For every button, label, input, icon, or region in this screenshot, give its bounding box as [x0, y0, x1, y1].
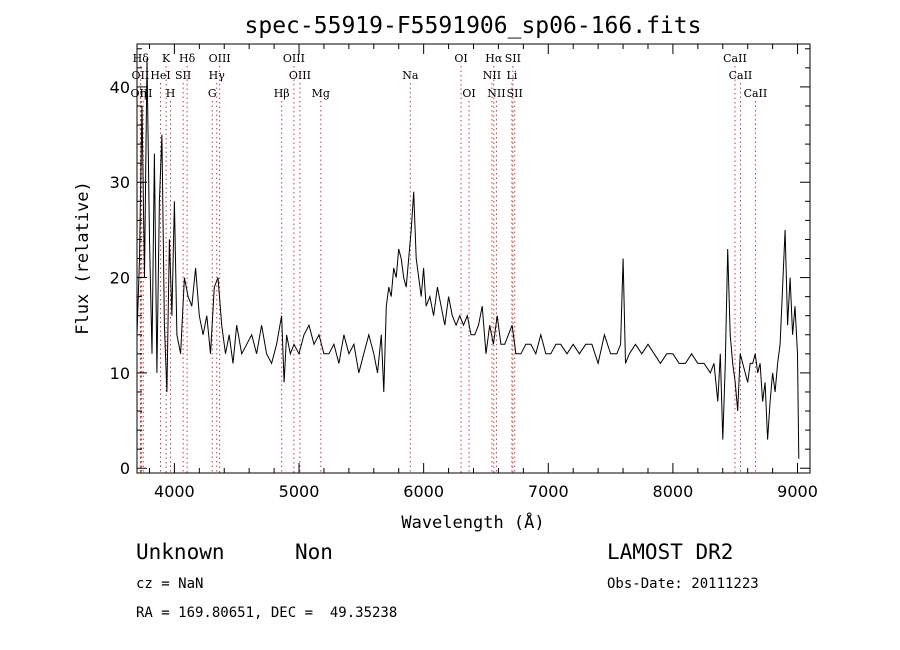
y-tick-label: 0	[120, 459, 130, 478]
x-tick-label: 6000	[403, 482, 444, 501]
x-tick-label: 7000	[528, 482, 569, 501]
line-marker-label: OI	[462, 87, 475, 100]
survey-name: LAMOST DR2	[607, 540, 734, 564]
line-marker-label: Li	[506, 69, 517, 82]
x-tick-label: 4000	[154, 482, 195, 501]
y-tick-label: 20	[110, 269, 130, 288]
line-marker-label: η	[140, 87, 147, 100]
y-tick-label: 40	[110, 78, 130, 97]
line-marker-label: G	[208, 87, 217, 100]
y-tick-label: 30	[110, 173, 130, 192]
line-marker-label: OIII	[289, 69, 311, 82]
line-marker-label: Hδ	[179, 52, 196, 65]
redshift-cz: cz = NaN	[136, 576, 204, 592]
line-marker-label: Na	[402, 69, 419, 82]
series-layer	[136, 58, 800, 459]
object-class: Unknown	[136, 540, 225, 564]
observation-date: Obs-Date: 20111223	[607, 576, 759, 592]
coordinates: RA = 169.80651, DEC = 49.35238	[136, 605, 398, 621]
x-tick-label: 8000	[653, 482, 694, 501]
line-marker-label: OIII	[209, 52, 231, 65]
line-marker-label: OII	[132, 69, 150, 82]
line-marker-label: SII	[507, 87, 523, 100]
line-marker-label: HeI	[150, 69, 170, 82]
object-subclass: Non	[295, 540, 333, 564]
x-axis-label: Wavelength (Å)	[401, 511, 544, 533]
line-marker-label: OIII	[283, 52, 305, 65]
line-marker-label: SII	[505, 52, 521, 65]
spectrum-series-line	[136, 58, 800, 459]
line-marker-label: NII	[487, 87, 505, 100]
plot-frame	[136, 43, 811, 474]
line-marker-label: NII	[483, 69, 501, 82]
line-marker-label: SII	[175, 69, 191, 82]
line-marker-label: Hγ	[209, 69, 226, 82]
line-marker-label: K	[162, 52, 171, 65]
line-marker-label: OI	[454, 52, 467, 65]
chart-title: spec-55919-F5591906_sp06-166.fits	[245, 13, 702, 39]
line-marker-label: Hα	[485, 52, 503, 65]
line-marker-label: Hβ	[274, 87, 290, 100]
line-marker-label: CaII	[723, 52, 747, 65]
line-marker-label: Mg	[312, 87, 330, 100]
line-marker-label: CaII	[729, 69, 753, 82]
line-marker-label: H	[166, 87, 176, 100]
x-tick-label: 5000	[279, 482, 320, 501]
y-tick-label: 10	[110, 364, 130, 383]
tick-layer: 4000 5000 6000 7000 8000 9000 0 10 20 30 40	[110, 44, 818, 501]
line-marker-label: CaII	[744, 87, 768, 100]
x-tick-label: 9000	[777, 482, 818, 501]
line-marker-label: Hδ	[133, 52, 150, 65]
y-axis-label: Flux (relative)	[73, 181, 93, 335]
